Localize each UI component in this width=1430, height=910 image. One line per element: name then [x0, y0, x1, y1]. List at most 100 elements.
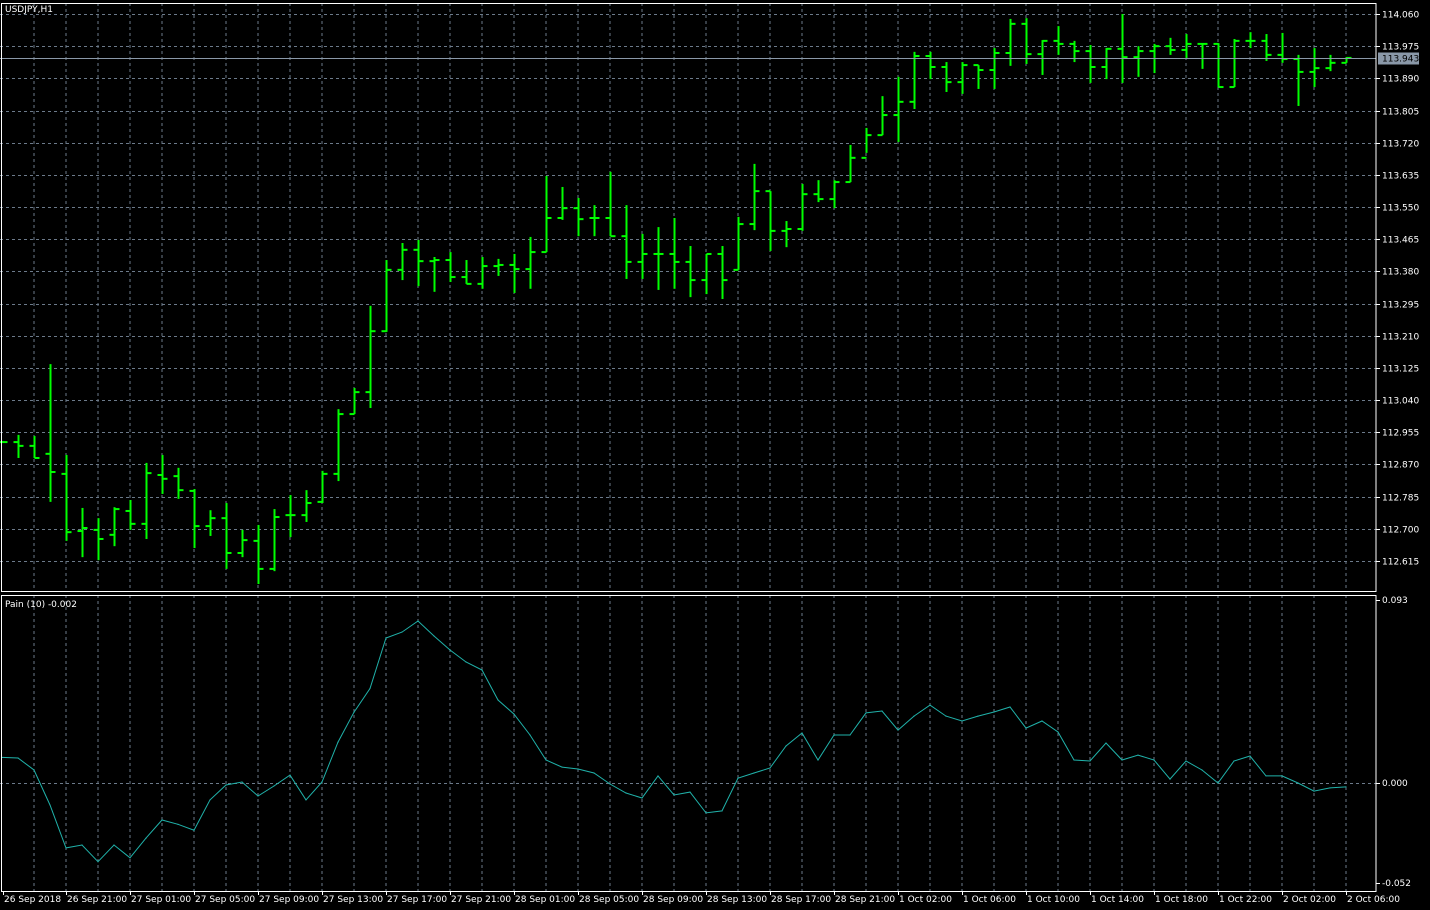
time-tick-label: 27 Sep 17:00 [387, 895, 447, 905]
indicator-point [49, 804, 51, 806]
ohlc-bar [29, 436, 40, 459]
ohlc-bar [1101, 47, 1112, 80]
ohlc-bar [925, 51, 936, 80]
indicator-point [1041, 720, 1043, 722]
ohlc-bar [605, 171, 616, 238]
time-tick-label: 1 Oct 18:00 [1155, 895, 1208, 905]
indicator-point [1057, 731, 1059, 733]
time-tick-label: 26 Sep 21:00 [67, 895, 127, 905]
indicator-point [1009, 706, 1011, 708]
time-tick-label: 27 Sep 13:00 [323, 895, 383, 905]
time-tick-label: 2 Oct 06:00 [1347, 895, 1400, 905]
indicator-point [817, 759, 819, 761]
ohlc-bar [1181, 34, 1192, 60]
ohlc-bar [1245, 32, 1256, 49]
ohlc-bar [301, 490, 312, 522]
indicator-point [17, 757, 19, 759]
indicator-pane [1, 620, 1347, 863]
current-price-label: 113.943 [1382, 55, 1419, 65]
ohlc-bar [413, 239, 424, 287]
ohlc-bar [957, 62, 968, 94]
indicator-point [81, 844, 83, 846]
indicator-point [1297, 782, 1299, 784]
price-tick-label: 112.870 [1382, 461, 1419, 471]
ohlc-bar [781, 221, 792, 248]
price-tick-label: 112.955 [1382, 429, 1419, 439]
ohlc-bar [1293, 54, 1304, 106]
indicator-point [769, 767, 771, 769]
price-tick-label: 114.060 [1382, 11, 1419, 21]
indicator-point [977, 715, 979, 717]
ohlc-bar [269, 509, 280, 572]
indicator-point [113, 844, 115, 846]
ohlc-bar [717, 246, 728, 300]
time-tick-label: 28 Sep 05:00 [579, 895, 639, 905]
indicator-point [65, 847, 67, 849]
indicator-point [785, 745, 787, 747]
indicator-point [881, 710, 883, 712]
axes: 114.060 113.975 113.890 113.805 113.720 113.6… [0, 3, 1419, 905]
grid [0, 3, 1376, 891]
indicator-point [1329, 787, 1331, 789]
indicator-point [1073, 759, 1075, 761]
price-tick-label: 113.465 [1382, 236, 1419, 246]
ohlc-bar [1053, 26, 1064, 55]
indicator-point [273, 785, 275, 787]
ohlc-bar [1117, 14, 1128, 83]
indicator-point [97, 861, 99, 863]
ohlc-bar [461, 260, 472, 285]
indicator-point [865, 712, 867, 714]
ohlc-bar [877, 96, 888, 137]
time-tick-label: 28 Sep 13:00 [707, 895, 767, 905]
indicator-point [369, 687, 371, 690]
indicator-point [1185, 760, 1187, 762]
indicator-point [1169, 778, 1171, 780]
time-tick-label: 1 Oct 22:00 [1219, 895, 1272, 905]
ohlc-bar [685, 246, 696, 298]
ohlc-bar [637, 233, 648, 279]
time-tick-label: 1 Oct 02:00 [899, 895, 952, 905]
ohlc-bar [77, 507, 88, 558]
ohlc-bar [381, 260, 392, 333]
price-tick-label: 113.635 [1382, 172, 1419, 182]
current-price-box [1378, 52, 1419, 65]
ohlc-bar [1229, 38, 1240, 89]
ohlc-bar [621, 205, 632, 279]
ohlc-bar [429, 256, 440, 292]
indicator-point [337, 741, 339, 743]
indicator-point [385, 637, 387, 639]
ohlc-bar [125, 499, 136, 530]
time-tick-label: 28 Sep 17:00 [771, 895, 831, 905]
ohlc-bar [173, 467, 184, 499]
ohlc-bar [765, 190, 776, 251]
ohlc-bar [653, 227, 664, 290]
ohlc-bar [813, 180, 824, 203]
ohlc-bar [445, 252, 456, 282]
indicator-point [209, 799, 211, 801]
indicator-point [801, 732, 803, 734]
ohlc-bar [525, 236, 536, 289]
price-tick-label: 112.700 [1382, 526, 1419, 536]
ohlc-bar [909, 51, 920, 110]
indicator-point [705, 812, 707, 814]
ohlc-bar [237, 529, 248, 558]
indicator-point [609, 783, 611, 785]
price-tick-label: 113.040 [1382, 397, 1419, 407]
indicator-point [1217, 782, 1219, 784]
ohlc-bar [733, 216, 744, 271]
ohlc-bar [829, 180, 840, 209]
indicator-point [737, 777, 739, 779]
price-tick-label: 113.550 [1382, 204, 1419, 214]
ohlc-bar [1133, 46, 1144, 77]
price-tick-label: 113.380 [1382, 268, 1419, 278]
ohlc-bar [333, 409, 344, 482]
price-tick-label: 112.615 [1382, 558, 1419, 568]
time-tick-label: 27 Sep 01:00 [131, 895, 191, 905]
indicator-point [593, 772, 595, 774]
indicator-point [33, 769, 35, 771]
indicator-point [257, 795, 259, 797]
indicator-point [1233, 760, 1235, 762]
ohlc-bar [589, 205, 600, 237]
ohlc-bar [1197, 42, 1208, 69]
